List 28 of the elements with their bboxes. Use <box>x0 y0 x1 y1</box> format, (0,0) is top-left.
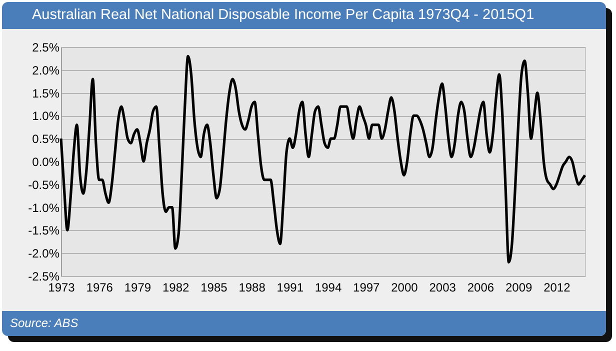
chart-title: Australian Real Net National Disposable Income Per Capita 1973Q4 - 2015Q1 <box>2 2 606 29</box>
x-tick-label: 1985 <box>200 280 228 294</box>
x-tick-label: 2012 <box>544 280 571 294</box>
line-series <box>60 54 586 264</box>
x-tick-label: 2003 <box>429 280 456 294</box>
x-tick-label: 2009 <box>505 280 532 294</box>
x-tick-label: 1979 <box>124 280 152 294</box>
y-tick-label: -2.5% <box>28 270 60 284</box>
y-tick-label: -1.0% <box>28 200 60 215</box>
x-tick-label: 1988 <box>238 280 266 294</box>
y-tick-label: -1.5% <box>28 224 60 238</box>
x-tick-label: 1991 <box>276 280 304 294</box>
y-tick-label: -2.0% <box>28 246 60 261</box>
source-note: Source: ABS <box>2 311 606 336</box>
x-tick-label: 1994 <box>314 280 342 294</box>
y-tick-label: 0.5% <box>32 132 60 146</box>
x-tick-label: 2006 <box>467 280 494 294</box>
x-tick-label: 2000 <box>391 280 418 294</box>
y-tick-label: 1.0% <box>32 109 60 124</box>
y-tick-label: 2.0% <box>32 63 60 78</box>
x-tick-label: 1976 <box>86 280 114 294</box>
x-tick-label: 1982 <box>162 280 190 294</box>
y-tick-label: -0.5% <box>28 178 60 192</box>
x-tick-label: 1997 <box>353 280 380 294</box>
y-tick-label: 2.5% <box>32 40 60 54</box>
y-tick-label: 0.0% <box>32 155 60 169</box>
y-tick-label: 1.5% <box>32 86 60 100</box>
x-tick-label: 1973 <box>48 280 76 294</box>
